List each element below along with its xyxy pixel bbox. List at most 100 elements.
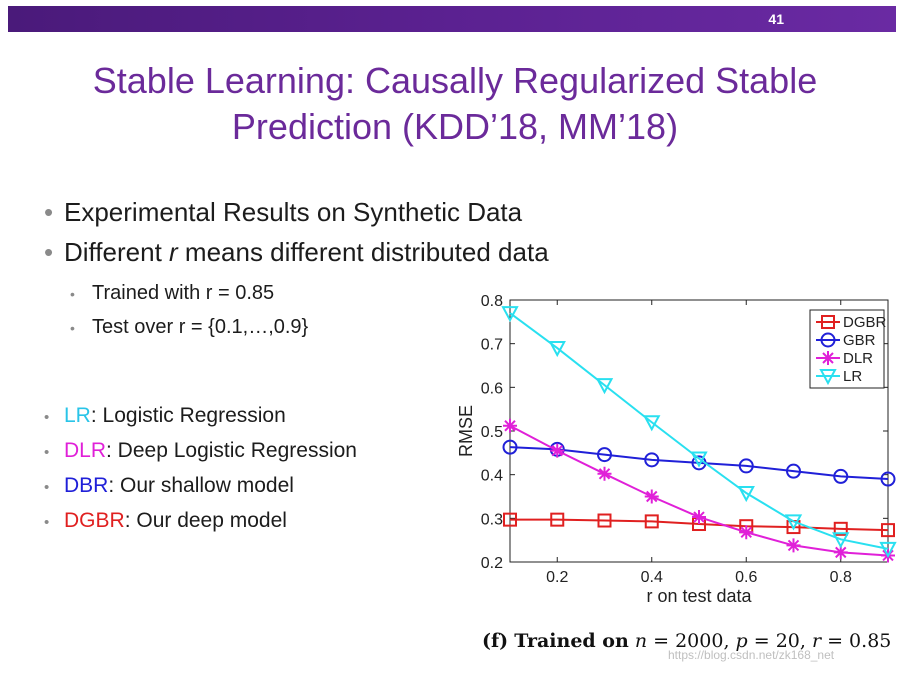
y-tick-label: 0.3 xyxy=(481,511,503,528)
data-point-dgbr xyxy=(597,513,612,528)
data-point-lr xyxy=(548,341,566,358)
y-tick-label: 0.7 xyxy=(481,337,503,354)
asterisk-strokes xyxy=(597,466,612,481)
caption-p-val: = 20, xyxy=(747,630,812,652)
caption-n-val: = 2000, xyxy=(647,630,736,652)
watermark: https://blog.csdn.net/zk168_net xyxy=(668,648,835,662)
caption-r: r xyxy=(811,630,822,652)
legend-item-lr: • LR: Logistic Regression xyxy=(44,404,286,428)
data-point-dlr xyxy=(786,538,801,553)
data-point-lr xyxy=(501,306,519,323)
data-point-dgbr xyxy=(550,512,565,527)
rmse-chart-svg: 0.2 0.3 0.4 0.5 0.6 0.7 0.8 0.2 0.4 0.6 0.8 r on te… xyxy=(456,293,897,606)
y-tick-label: 0.2 xyxy=(481,555,503,572)
series-line-lr xyxy=(509,312,889,550)
legend-desc: : Our deep model xyxy=(124,509,287,532)
legend-marker-dlr xyxy=(821,351,835,365)
sub-bullet-text: Test over r = {0.1,…,0.9} xyxy=(92,316,309,338)
data-point-dgbr xyxy=(644,514,659,529)
legend-label-dlr: DLR xyxy=(843,350,873,367)
legend-desc: : Deep Logistic Regression xyxy=(106,439,357,462)
bullet-dot-icon: • xyxy=(44,197,54,227)
asterisk-strokes xyxy=(503,418,517,433)
data-point-gbr xyxy=(644,452,660,468)
legend-item-dlr: • DLR: Deep Logistic Regression xyxy=(44,439,357,463)
data-point-lr xyxy=(595,378,614,395)
data-point-dlr xyxy=(597,466,612,481)
legend-abbr: DLR xyxy=(64,439,107,462)
slide-number: 41 xyxy=(768,11,784,27)
legend-desc: : Our shallow model xyxy=(108,474,294,497)
y-tick-label: 0.5 xyxy=(481,424,503,441)
asterisk-strokes xyxy=(644,489,659,504)
x-axis-label: r on test data xyxy=(646,586,752,606)
legend-abbr: LR xyxy=(64,404,91,427)
slide-title-line1: Stable Learning: Causally Regularized St… xyxy=(92,60,818,101)
data-point-gbr xyxy=(502,439,518,455)
data-point-lr xyxy=(690,451,708,468)
data-point-lr xyxy=(879,541,897,559)
bullet-text-post: means different distributed data xyxy=(177,237,549,267)
y-tick-label: 0.8 xyxy=(481,293,503,310)
sub-bullet-trained: • Trained with r = 0.85 xyxy=(70,282,274,305)
data-point-lr xyxy=(784,514,803,531)
rmse-chart: 0.2 0.3 0.4 0.5 0.6 0.7 0.8 0.2 0.4 0.6 0.8 r on te… xyxy=(450,285,900,615)
data-point-gbr xyxy=(833,468,849,484)
y-tick-label: 0.6 xyxy=(481,380,503,397)
sub-bullet-test: • Test over r = {0.1,…,0.9} xyxy=(70,316,308,339)
x-tick-label: 0.8 xyxy=(830,569,852,586)
bullet-text-em: r xyxy=(169,237,178,267)
sub-bullet-dot-icon: • xyxy=(70,320,75,336)
data-point-dlr xyxy=(550,443,565,458)
asterisk-strokes xyxy=(692,510,706,525)
data-point-gbr xyxy=(738,458,754,474)
header-bar: 41 xyxy=(8,6,896,32)
data-point-gbr xyxy=(786,463,801,479)
caption-r-val: = 0.85 xyxy=(821,630,892,652)
asterisk-strokes xyxy=(739,525,754,540)
legend-label-gbr: GBR xyxy=(843,332,876,349)
caption-label: (f) xyxy=(482,630,509,652)
data-point-lr xyxy=(643,415,661,432)
bullet-dot-icon: • xyxy=(44,514,50,531)
legend-marker-dgbr xyxy=(821,315,835,329)
legend-item-dbr: • DBR: Our shallow model xyxy=(44,474,294,498)
data-point-dlr xyxy=(833,545,848,560)
bullet-different-r: • Different r means different distributed… xyxy=(44,237,549,268)
data-point-dlr xyxy=(503,418,517,433)
sub-bullet-dot-icon: • xyxy=(70,286,75,302)
slide-title: Stable Learning: Causally Regularized St… xyxy=(40,58,870,150)
legend-label-lr: LR xyxy=(843,368,862,385)
legend-label-dgbr: DGBR xyxy=(843,314,887,331)
y-tick-label: 0.4 xyxy=(481,468,503,485)
asterisk-strokes xyxy=(833,545,848,560)
data-point-dgbr xyxy=(833,521,848,536)
data-point-lr xyxy=(737,486,755,503)
series-line-gbr xyxy=(509,446,889,481)
x-tick-label: 0.4 xyxy=(641,569,663,586)
bullet-dot-icon: • xyxy=(44,409,50,426)
bullet-text-pre: Different xyxy=(64,237,170,267)
data-point-dgbr xyxy=(503,512,517,527)
bullet-dot-icon: • xyxy=(44,444,50,461)
data-point-gbr xyxy=(597,447,612,463)
x-tick-label: 0.2 xyxy=(546,569,568,586)
slide-title-line2: Prediction (KDD’18, MM’18) xyxy=(231,106,679,147)
x-tick-label: 0.6 xyxy=(735,569,757,586)
legend-abbr: DBR xyxy=(64,474,109,497)
asterisk-strokes xyxy=(550,443,565,458)
bullet-text: Experimental Results on Synthetic Data xyxy=(64,197,523,227)
caption-n: n xyxy=(634,630,648,652)
sub-bullet-text: Trained with r = 0.85 xyxy=(92,282,275,304)
data-point-dlr xyxy=(692,510,706,525)
legend-abbr: DGBR xyxy=(64,509,125,532)
data-point-dgbr xyxy=(881,523,895,538)
asterisk-strokes xyxy=(821,351,835,365)
bullet-dot-icon: • xyxy=(44,237,54,267)
legend-marker-lr xyxy=(819,369,837,386)
legend-marker-gbr xyxy=(820,332,836,348)
bullet-experimental-results: • Experimental Results on Synthetic Data xyxy=(44,197,522,228)
data-point-dlr xyxy=(739,525,754,540)
caption-p: p xyxy=(735,630,748,652)
caption-text: Trained on xyxy=(514,630,629,652)
